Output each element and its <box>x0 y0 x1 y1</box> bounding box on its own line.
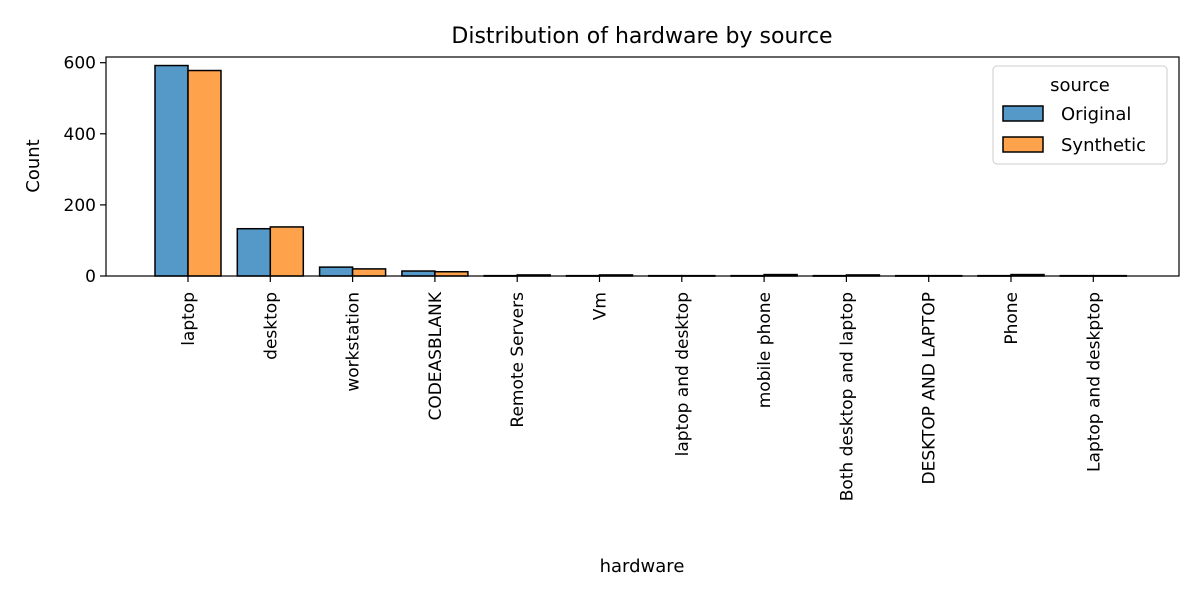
bar-original-desktop <box>236 227 272 277</box>
legend: source Original Synthetic <box>992 65 1168 165</box>
bar-original-codeasblank <box>401 270 436 277</box>
bar-synthetic-laptop <box>187 69 222 277</box>
x-tick-label-mobile-phone: mobile phone <box>755 292 775 408</box>
legend-swatch-original <box>1002 105 1044 122</box>
x-tick-label-workstation: workstation <box>344 292 364 392</box>
x-tick-label-desktop: desktop <box>261 292 281 360</box>
legend-swatch-synthetic <box>1002 136 1044 153</box>
x-tick-label-vm: Vm <box>591 292 611 320</box>
y-axis-label: Count <box>23 139 44 192</box>
x-tick-label-phone: Phone <box>1002 292 1022 345</box>
bar-synthetic-codeasblank <box>434 270 469 277</box>
y-tick-label: 200 <box>64 196 96 216</box>
legend-label-original: Original <box>1061 104 1131 125</box>
x-tick-label-remote-servers: Remote Servers <box>508 292 528 428</box>
chart-title: Distribution of hardware by source <box>451 24 832 49</box>
bar-synthetic-desktop <box>269 226 305 277</box>
x-tick-label-laptop: laptop <box>179 292 199 346</box>
x-tick-label-desktop-and-laptop: DESKTOP AND LAPTOP <box>920 292 940 484</box>
y-axis-ticks: 0 200 400 600 <box>64 54 106 287</box>
x-tick-label-laptop-and-desktop: laptop and desktop <box>673 292 693 456</box>
bars-group <box>154 64 1128 277</box>
y-tick-label: 600 <box>64 54 96 74</box>
x-tick-label-codeasblank: CODEASBLANK <box>426 291 446 420</box>
x-tick-label-laptop-and-deskptop: Laptop and deskptop <box>1084 292 1104 472</box>
legend-title: source <box>1050 75 1110 96</box>
bar-original-laptop <box>154 64 189 277</box>
y-tick-label: 0 <box>85 267 96 287</box>
x-tick-label-both-desktop-and-laptop: Both desktop and laptop <box>837 292 857 501</box>
legend-label-synthetic: Synthetic <box>1061 135 1146 156</box>
bar-original-workstation <box>318 266 354 277</box>
x-axis-ticks: laptop desktop workstation CODEASBLANK Remot… <box>179 276 1104 501</box>
bar-synthetic-workstation <box>351 268 387 277</box>
plot-frame <box>105 56 1180 277</box>
y-tick-label: 400 <box>64 125 96 145</box>
x-axis-label: hardware <box>600 556 685 577</box>
